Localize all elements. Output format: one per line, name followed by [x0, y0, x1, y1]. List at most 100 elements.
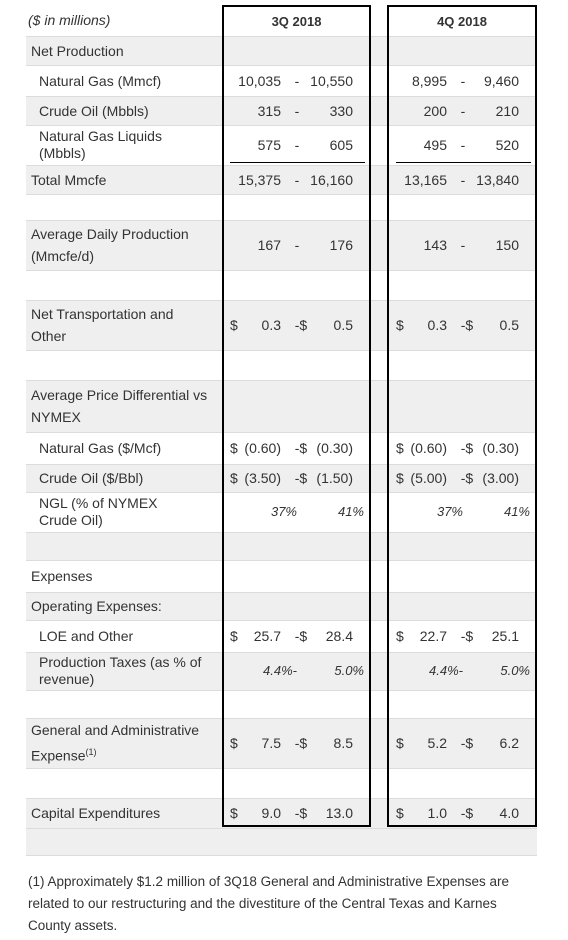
- column-box: [222, 5, 371, 827]
- row-label: LOE and Other: [39, 620, 219, 652]
- row-label: Crude Oil (Mbbls): [39, 96, 219, 125]
- row-label: Crude Oil ($/Bbl): [39, 464, 219, 492]
- row-background: [26, 65, 537, 96]
- row-label: Natural Gas (Mmcf): [39, 65, 219, 96]
- cell-value: 605: [329, 137, 353, 153]
- underline: [396, 162, 531, 163]
- cell-value: 10,035: [238, 72, 281, 89]
- cell-value: 200: [423, 102, 447, 119]
- row-background: [26, 652, 537, 690]
- cell-value: -$: [460, 628, 474, 644]
- label-text: Production Taxes (as % of revenue): [39, 654, 202, 687]
- row-background: [26, 350, 537, 380]
- label-text: Net Transportation and Other: [31, 306, 174, 344]
- row-label: Total Mmcfe: [31, 165, 211, 194]
- cell-value: 5.0%: [500, 663, 530, 678]
- label-text: Capital Expenditures: [31, 805, 161, 821]
- cell-value: 15,375: [238, 171, 281, 188]
- row-label: Average Daily Production (Mmcfe/d): [31, 220, 201, 270]
- cell-value: 5.0%: [334, 663, 364, 678]
- cell-value: $: [396, 440, 404, 456]
- row-label: Average Price Differential vs NYMEX: [31, 380, 221, 432]
- row-label: Net Transportation and Other: [31, 300, 191, 350]
- row-background: [26, 380, 537, 432]
- cell-value: 9,460: [483, 72, 519, 89]
- cell-value: $: [230, 440, 238, 456]
- cell-value: -$: [460, 440, 474, 456]
- cell-value: 10,550: [310, 72, 353, 89]
- cell-value: $: [230, 317, 238, 333]
- cell-value: $: [396, 805, 404, 821]
- cell-value: 4.4%-: [429, 663, 463, 678]
- cell-value: (0.60): [244, 440, 281, 456]
- row-label: General and Administrative Expense(1): [31, 718, 211, 768]
- cell-value: -$: [294, 628, 308, 644]
- label-text: Natural Gas (Mmcf): [39, 72, 162, 89]
- row-background: [26, 798, 537, 828]
- cell-value: 28.4: [325, 628, 353, 644]
- cell-value: 37%: [436, 504, 463, 519]
- cell-value: -$: [294, 317, 308, 333]
- row-background: [26, 36, 537, 65]
- underline: [230, 162, 365, 163]
- cell-value: -: [460, 171, 466, 188]
- row-label: Capital Expenditures: [31, 798, 211, 828]
- cell-value: 6.2: [499, 735, 519, 751]
- row-label: Natural Gas ($/Mcf): [39, 432, 219, 464]
- label-text: NGL (% of NYMEX Crude Oil): [39, 495, 158, 528]
- cell-value: (0.30): [482, 440, 519, 456]
- row-background: [26, 300, 537, 350]
- footnote-ref: (1): [85, 747, 97, 758]
- units-label: ($ in millions): [28, 12, 111, 28]
- cell-value: -: [460, 237, 466, 253]
- cell-value: -: [294, 72, 300, 89]
- cell-value: -$: [294, 440, 308, 456]
- cell-value: 0.5: [333, 317, 353, 333]
- row-background: [26, 125, 537, 165]
- cell-value: $: [230, 470, 238, 486]
- row-label: Natural Gas Liquids (Mbbls): [39, 125, 179, 165]
- cell-value: 143: [423, 237, 447, 253]
- cell-value: 4.0: [499, 805, 519, 821]
- cell-value: $: [230, 805, 238, 821]
- cell-value: (0.60): [410, 440, 447, 456]
- cell-value: 150: [495, 237, 519, 253]
- cell-value: 315: [257, 102, 281, 119]
- cell-value: 1.0: [427, 805, 447, 821]
- cell-value: $: [230, 628, 238, 644]
- row-background: [26, 828, 537, 855]
- label-text: Crude Oil (Mbbls): [39, 102, 149, 119]
- cell-value: $: [396, 628, 404, 644]
- cell-value: (0.30): [316, 440, 353, 456]
- cell-value: -: [294, 102, 300, 119]
- cell-value: (3.50): [244, 470, 281, 486]
- cell-value: 41%: [503, 504, 530, 519]
- row-background: [26, 768, 537, 798]
- row-background: [26, 532, 537, 560]
- cell-value: (1.50): [316, 470, 353, 486]
- row-background: [26, 270, 537, 300]
- cell-value: 330: [329, 102, 353, 119]
- cell-value: -$: [460, 317, 474, 333]
- cell-value: -: [460, 102, 466, 119]
- cell-value: $: [230, 735, 238, 751]
- row-background: [26, 194, 537, 220]
- row-background: [26, 690, 537, 718]
- cell-value: -$: [460, 805, 474, 821]
- row-label: NGL (% of NYMEX Crude Oil): [39, 492, 179, 532]
- cell-value: 575: [257, 137, 281, 153]
- cell-value: 167: [257, 237, 281, 253]
- cell-value: -$: [294, 805, 308, 821]
- cell-value: 25.1: [491, 628, 519, 644]
- row-background: [26, 220, 537, 270]
- row-background: [26, 592, 537, 620]
- cell-value: 13.0: [325, 805, 353, 821]
- row-background: [26, 718, 537, 768]
- divider: [26, 855, 537, 856]
- cell-value: 9.0: [261, 805, 281, 821]
- row-label: Production Taxes (as % of revenue): [39, 652, 209, 690]
- cell-value: $: [396, 735, 404, 751]
- cell-value: 7.5: [261, 735, 281, 751]
